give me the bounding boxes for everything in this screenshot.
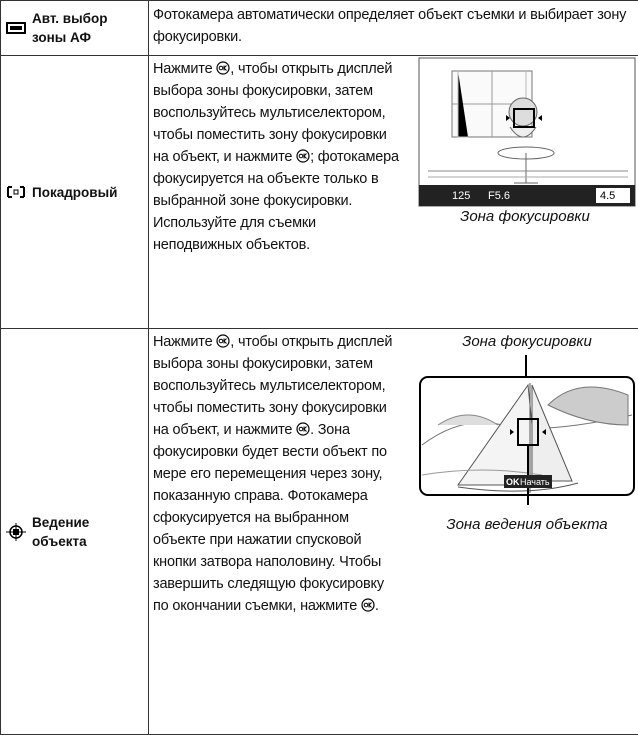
screen-text: F5.6 xyxy=(488,190,510,202)
ok-icon xyxy=(296,149,310,163)
caption: Зона фокусировки xyxy=(462,333,592,350)
text-segment: Фотокамера автоматически определяет объе… xyxy=(153,7,627,45)
text-segment: . xyxy=(374,598,379,614)
icon xyxy=(7,186,25,198)
screen-text: Начать xyxy=(520,477,550,487)
border xyxy=(0,0,638,1)
text-segment: , чтобы открыть дисплей выбора зоны фоку… xyxy=(153,61,393,165)
text-segment: . Зона фокусировки будет вести объект по… xyxy=(153,422,387,614)
text-segment: Нажмите xyxy=(153,334,217,350)
ok-icon xyxy=(216,61,230,75)
screen-text: 4.5 xyxy=(600,190,615,202)
ok-icon xyxy=(361,598,375,612)
icon xyxy=(6,21,26,34)
text-segment: ; фотокамера фокусируется на объекте тол… xyxy=(153,149,399,253)
description: Фотокамера автоматически определяет объе… xyxy=(153,4,628,48)
caption: Зона фокусировки xyxy=(460,208,590,225)
text-segment: Нажмите xyxy=(153,61,217,77)
ok-icon xyxy=(296,422,310,436)
label-text: Авт. выбор зоны АФ xyxy=(32,10,108,45)
caption: Зона ведения объекта xyxy=(446,516,608,533)
border xyxy=(0,55,638,56)
label-text: Покадровый xyxy=(32,184,118,200)
border xyxy=(148,0,149,735)
screen-text: OK xyxy=(506,477,520,487)
text-segment: , чтобы открыть дисплей выбора зоны фоку… xyxy=(153,334,393,438)
ok-icon xyxy=(216,334,230,348)
label-text: Ведение объекта xyxy=(32,514,90,549)
row-label: Авт. выбор зоны АФ xyxy=(6,0,146,55)
border xyxy=(0,0,1,735)
camera-screen: 125 F5.6 4.5 xyxy=(418,57,636,207)
row-label: Ведение объекта xyxy=(6,329,146,734)
description: Нажмите , чтобы открыть дисплей выбора з… xyxy=(153,58,403,256)
camera-screen: OK Начать xyxy=(419,355,635,505)
border xyxy=(0,328,638,329)
screen-text: 125 xyxy=(452,190,470,202)
description: Нажмите , чтобы открыть дисплей выбора з… xyxy=(153,331,403,617)
icon xyxy=(6,522,26,541)
row-label: Покадровый xyxy=(6,56,146,328)
